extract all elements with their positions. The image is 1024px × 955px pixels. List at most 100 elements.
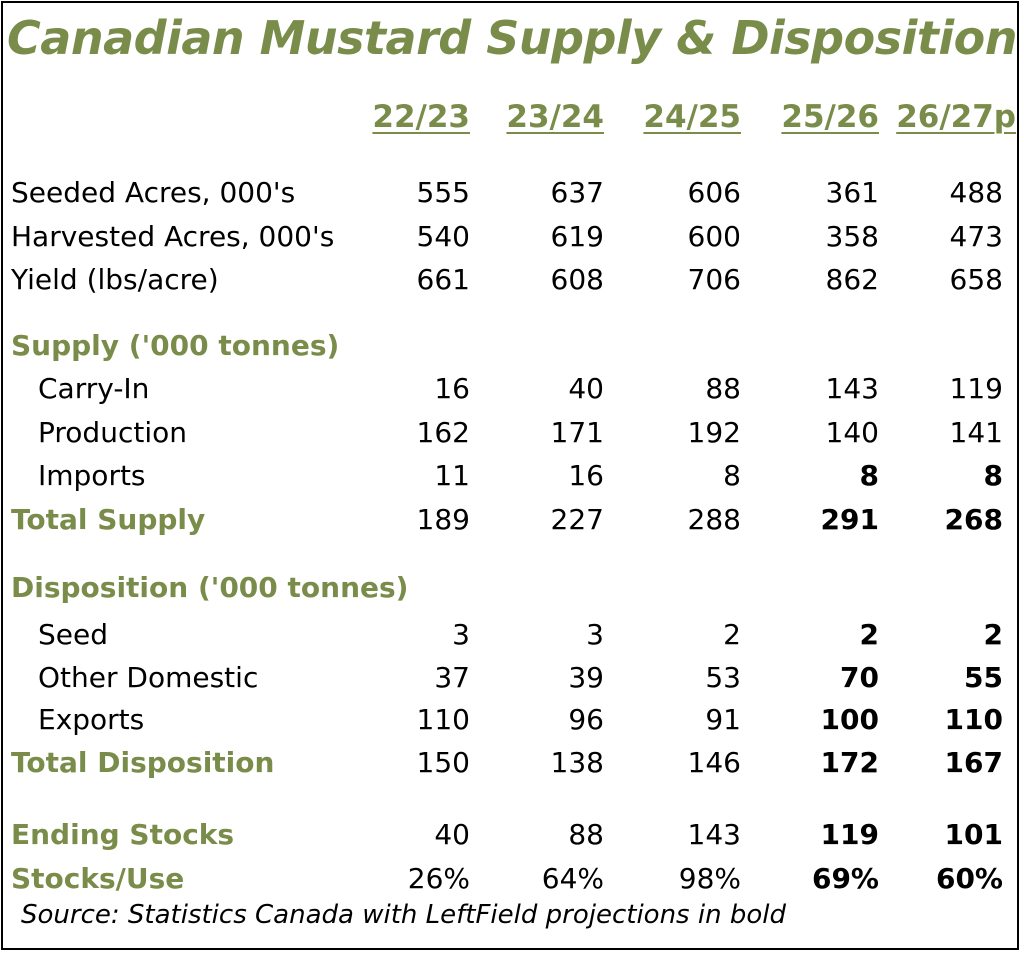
table-cell: 69%: [811, 862, 879, 895]
table-cell: 138: [550, 746, 604, 779]
row-label: Seeded Acres, 000's: [11, 176, 296, 209]
table-cell: 53: [705, 661, 741, 694]
table-cell: 619: [550, 220, 604, 253]
table-row: Supply ('000 tonnes): [3, 326, 1021, 366]
table-cell: 661: [416, 263, 470, 296]
table-cell: 8: [859, 459, 879, 492]
table-cell: 2: [723, 618, 741, 651]
table-row: Total Supply 189 227 288 291 268: [3, 500, 1021, 540]
table-cell: 268: [944, 503, 1003, 536]
table-cell: 162: [416, 416, 470, 449]
table-cell: 146: [687, 746, 741, 779]
row-label: Production: [38, 416, 187, 449]
table-row: Harvested Acres, 000's 540 619 600 358 473: [3, 217, 1021, 257]
table-cell: 227: [550, 503, 604, 536]
table-cell: 167: [944, 746, 1003, 779]
table-cell: 40: [434, 818, 470, 851]
row-label: Ending Stocks: [11, 818, 235, 851]
table-cell: 70: [840, 661, 879, 694]
table-cell: 37: [434, 661, 470, 694]
table-row: Total Disposition 150 138 146 172 167: [3, 743, 1021, 783]
table-row: Seeded Acres, 000's 555 637 606 361 488: [3, 173, 1021, 213]
table-cell: 26%: [407, 862, 470, 895]
table-cell: 16: [568, 459, 604, 492]
table-cell: 11: [434, 459, 470, 492]
table-cell: 143: [687, 818, 741, 851]
column-header-24-25: 24/25: [643, 99, 741, 135]
table-cell: 171: [550, 416, 604, 449]
table-cell: 100: [820, 703, 879, 736]
table-cell: 8: [723, 459, 741, 492]
table-cell: 3: [452, 618, 470, 651]
table-cell: 16: [434, 372, 470, 405]
table-cell: 358: [825, 220, 879, 253]
table-cell: 150: [416, 746, 470, 779]
table-row: Other Domestic 37 39 53 70 55: [3, 658, 1021, 698]
row-label: Total Supply: [11, 503, 206, 536]
column-header-26-27p: 26/27p: [896, 99, 1016, 135]
table-cell: 88: [568, 818, 604, 851]
table-cell: 488: [949, 176, 1003, 209]
table-row: Exports 110 96 91 100 110: [3, 700, 1021, 740]
table-cell: 40: [568, 372, 604, 405]
table-cell: 862: [825, 263, 879, 296]
table-cell: 606: [687, 176, 741, 209]
table-cell: 637: [550, 176, 604, 209]
source-note: Source: Statistics Canada with LeftField…: [21, 900, 786, 930]
table-cell: 55: [964, 661, 1003, 694]
table-cell: 172: [820, 746, 879, 779]
table-cell: 288: [687, 503, 741, 536]
chart-title: Canadian Mustard Supply & Disposition: [7, 11, 1017, 65]
table-cell: 555: [416, 176, 470, 209]
row-label: Total Disposition: [11, 746, 275, 779]
table-cell: 291: [820, 503, 879, 536]
table-cell: 39: [568, 661, 604, 694]
table-cell: 8: [983, 459, 1003, 492]
row-label: Harvested Acres, 000's: [11, 220, 335, 253]
row-label: Seed: [38, 618, 108, 651]
table-cell: 119: [820, 818, 879, 851]
table-row: Disposition ('000 tonnes): [3, 568, 1021, 608]
table-cell: 91: [705, 703, 741, 736]
table-cell: 140: [825, 416, 879, 449]
table-cell: 101: [944, 818, 1003, 851]
table-row: Yield (lbs/acre) 661 608 706 862 658: [3, 260, 1021, 300]
table-cell: 189: [416, 503, 470, 536]
row-label: Disposition ('000 tonnes): [11, 571, 409, 604]
row-label: Other Domestic: [38, 661, 259, 694]
table-cell: 143: [825, 372, 879, 405]
table-row: Carry-In 16 40 88 143 119: [3, 369, 1021, 409]
table-row: Production 162 171 192 140 141: [3, 413, 1021, 453]
column-header-22-23: 22/23: [372, 99, 470, 135]
row-label: Yield (lbs/acre): [11, 263, 219, 296]
table-row: Imports 11 16 8 8 8: [3, 456, 1021, 496]
table-cell: 60%: [935, 862, 1003, 895]
table-cell: 110: [944, 703, 1003, 736]
row-label: Exports: [38, 703, 145, 736]
row-label: Supply ('000 tonnes): [11, 329, 340, 362]
table-cell: 3: [586, 618, 604, 651]
table-cell: 473: [949, 220, 1003, 253]
table-cell: 96: [568, 703, 604, 736]
table-cell: 64%: [541, 862, 604, 895]
row-label: Carry-In: [38, 372, 150, 405]
table-cell: 141: [949, 416, 1003, 449]
table-cell: 98%: [678, 862, 741, 895]
table-cell: 2: [859, 618, 879, 651]
table-row: Stocks/Use 26% 64% 98% 69% 60%: [3, 859, 1021, 899]
table-row: Seed 3 3 2 2 2: [3, 615, 1021, 655]
table-cell: 192: [687, 416, 741, 449]
row-label: Imports: [38, 459, 146, 492]
row-label: Stocks/Use: [11, 862, 185, 895]
table-cell: 658: [949, 263, 1003, 296]
table-cell: 361: [825, 176, 879, 209]
table-cell: 540: [416, 220, 470, 253]
table-row: Ending Stocks 40 88 143 119 101: [3, 815, 1021, 855]
column-header-23-24: 23/24: [506, 99, 604, 135]
column-header-25-26: 25/26: [781, 99, 879, 135]
table-cell: 110: [416, 703, 470, 736]
table-cell: 119: [949, 372, 1003, 405]
table-cell: 706: [687, 263, 741, 296]
table-cell: 608: [550, 263, 604, 296]
